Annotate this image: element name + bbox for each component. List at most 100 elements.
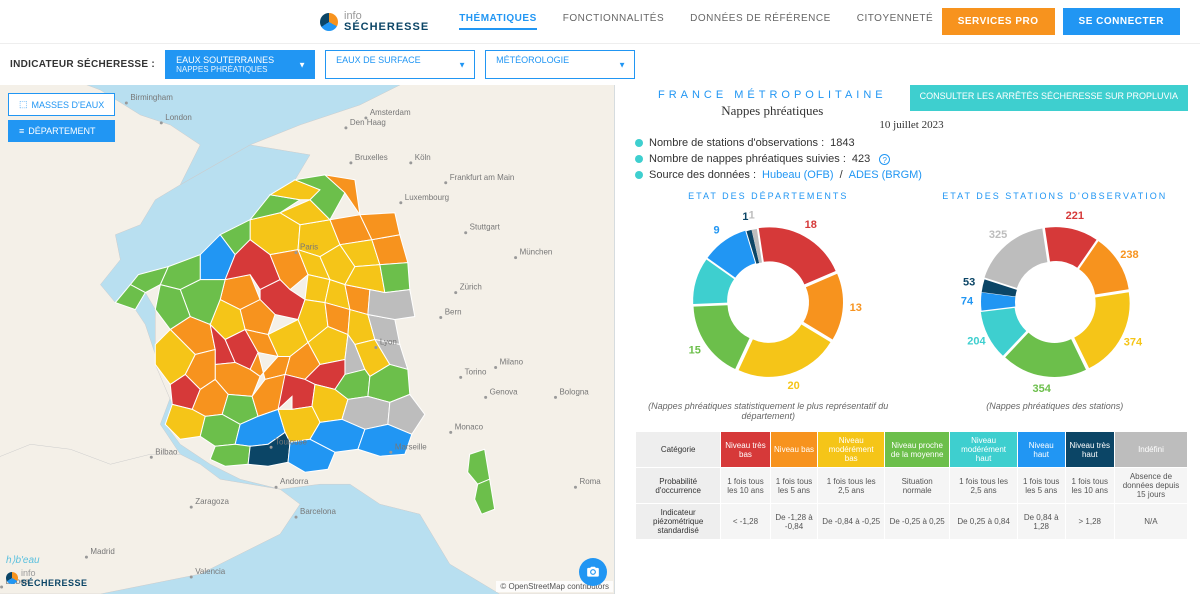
legend-cell: > 1,28 bbox=[1065, 504, 1114, 540]
legend-table: CatégorieNiveau très basNiveau basNiveau… bbox=[635, 431, 1188, 540]
legend-header: Indéfini bbox=[1114, 432, 1187, 468]
city-label: Monaco bbox=[455, 422, 484, 431]
donut-value-label: 325 bbox=[989, 229, 1007, 241]
nav-item-données-de-référence[interactable]: DONNÉES DE RÉFÉRENCE bbox=[690, 13, 831, 30]
donut-slice[interactable] bbox=[694, 305, 750, 369]
hubeau-link[interactable]: Hubeau (OFB) bbox=[762, 169, 834, 181]
masses-eaux-button[interactable]: ⬚ MASSES D'EAUX bbox=[8, 93, 115, 116]
ades-link[interactable]: ADES (BRGM) bbox=[849, 169, 922, 181]
nav-item-thématiques[interactable]: THÉMATIQUES bbox=[459, 13, 537, 30]
filter-bar: INDICATEUR SÉCHERESSE : EAUX SOUTERRAINE… bbox=[0, 44, 1200, 85]
city-label: Barcelona bbox=[300, 507, 336, 516]
stats-panel: CONSULTER LES ARRÊTÉS SÉCHERESSE SUR PRO… bbox=[615, 85, 1200, 594]
help-icon[interactable]: ? bbox=[879, 154, 890, 165]
city-label: Bologna bbox=[560, 387, 590, 396]
donut-value-label: 354 bbox=[1032, 383, 1051, 395]
legend-cell: Situation normale bbox=[884, 468, 949, 504]
logo-bot: SÉCHERESSE bbox=[344, 22, 429, 33]
city-label: Torino bbox=[465, 367, 487, 376]
propluvia-button[interactable]: CONSULTER LES ARRÊTÉS SÉCHERESSE SUR PRO… bbox=[910, 85, 1188, 111]
city-label: Madrid bbox=[90, 547, 114, 556]
legend-cell: De 0,25 à 0,84 bbox=[950, 504, 1017, 540]
map-panel[interactable]: ⬚ MASSES D'EAUX ≡ DÉPARTEMENT LondonPari… bbox=[0, 85, 615, 594]
header-actions: SERVICES PRO SE CONNECTER bbox=[942, 8, 1180, 35]
donut-value-label: 204 bbox=[967, 336, 986, 348]
filter-dropdown-0[interactable]: EAUX SOUTERRAINESNAPPES PHRÉATIQUES bbox=[165, 50, 315, 79]
logo[interactable]: info SÉCHERESSE bbox=[320, 11, 429, 33]
legend-cell: 1 fois tous les 10 ans bbox=[721, 468, 770, 504]
donut-slice[interactable] bbox=[739, 325, 831, 377]
donut-slice[interactable] bbox=[759, 227, 836, 284]
donut-slice[interactable] bbox=[1074, 292, 1129, 368]
department-region[interactable] bbox=[368, 290, 415, 320]
legend-header: Niveau proche de la moyenne bbox=[884, 432, 949, 468]
donut-value-label: 374 bbox=[1124, 337, 1143, 349]
legend-cell: 1 fois tous les 2,5 ans bbox=[818, 468, 885, 504]
layers-icon: ≡ bbox=[19, 126, 24, 136]
header: info SÉCHERESSE THÉMATIQUES FONCTIONNALIT… bbox=[0, 0, 1200, 44]
city-label: Roma bbox=[579, 477, 601, 486]
donut-value-label: 1 bbox=[743, 211, 749, 223]
legend-header: Niveau modérément bas bbox=[818, 432, 885, 468]
france-map[interactable]: LondonParisBruxellesLuxembourgBernFrankf… bbox=[0, 85, 615, 594]
main-content: ⬚ MASSES D'EAUX ≡ DÉPARTEMENT LondonPari… bbox=[0, 85, 1200, 594]
dept-chart-box: ETAT DES DÉPARTEMENTS 18132015911 (Nappe… bbox=[635, 191, 902, 421]
legend-cell: Absence de données depuis 15 jours bbox=[1114, 468, 1187, 504]
donut-value-label: 74 bbox=[961, 295, 974, 307]
stations-chart-caption: (Nappes phréatiques des stations) bbox=[922, 401, 1189, 411]
screenshot-button[interactable] bbox=[579, 558, 607, 586]
city-label: Genova bbox=[490, 387, 518, 396]
city-label: Bruxelles bbox=[355, 153, 388, 162]
legend-header: Niveau haut bbox=[1017, 432, 1065, 468]
city-label: Toulouse bbox=[275, 437, 307, 446]
city-label: Zaragoza bbox=[195, 497, 229, 506]
city-label: Bern bbox=[445, 308, 462, 317]
donut-value-label: 20 bbox=[788, 380, 800, 392]
nav-item-citoyenneté[interactable]: CITOYENNETÉ bbox=[857, 13, 933, 30]
city-label: Zürich bbox=[460, 283, 482, 292]
legend-cell: 1 fois tous les 5 ans bbox=[1017, 468, 1065, 504]
info-stations: Nombre de stations d'observations : 1843 bbox=[635, 137, 1188, 149]
city-label: London bbox=[165, 113, 192, 122]
department-region[interactable] bbox=[380, 263, 410, 293]
info-source: Source des données : Hubeau (OFB) / ADES… bbox=[635, 169, 1188, 181]
camera-icon bbox=[586, 565, 600, 579]
logo-icon bbox=[320, 13, 338, 31]
donut-value-label: 9 bbox=[714, 225, 720, 237]
city-label: Andorra bbox=[280, 477, 309, 486]
donut-value-label: 15 bbox=[689, 345, 701, 357]
donut-value-label: 18 bbox=[805, 219, 817, 231]
donut-value-label: 53 bbox=[963, 276, 975, 288]
dept-chart-caption: (Nappes phréatiques statistiquement le p… bbox=[635, 401, 902, 421]
donut-value-label: 238 bbox=[1120, 249, 1138, 261]
login-button[interactable]: SE CONNECTER bbox=[1063, 8, 1180, 35]
filter-dropdown-1[interactable]: EAUX DE SURFACE bbox=[325, 50, 475, 79]
city-label: München bbox=[520, 248, 553, 257]
info-source-label: Source des données : bbox=[649, 169, 756, 181]
legend-header: Niveau bas bbox=[770, 432, 818, 468]
city-label: Milano bbox=[500, 357, 524, 366]
services-pro-button[interactable]: SERVICES PRO bbox=[942, 8, 1055, 35]
stats-date: 10 juillet 2023 bbox=[635, 119, 1188, 131]
city-label: Marseille bbox=[395, 442, 427, 451]
masses-eaux-label: MASSES D'EAUX bbox=[32, 100, 105, 110]
filter-label: INDICATEUR SÉCHERESSE : bbox=[10, 59, 155, 70]
filter-dropdown-2[interactable]: MÉTÉOROLOGIE bbox=[485, 50, 635, 79]
departement-button[interactable]: ≡ DÉPARTEMENT bbox=[8, 120, 115, 142]
legend-header: Niveau modérément haut bbox=[950, 432, 1017, 468]
city-label: Bilbao bbox=[155, 447, 178, 456]
main-nav: THÉMATIQUES FONCTIONNALITÉS DONNÉES DE RÉF… bbox=[459, 13, 933, 30]
info-nappes: Nombre de nappes phréatiques suivies : 4… bbox=[635, 153, 1188, 165]
dept-donut: 18132015911 bbox=[635, 207, 902, 397]
city-label: Stuttgart bbox=[470, 223, 501, 232]
city-label: Frankfurt am Main bbox=[450, 173, 515, 182]
legend-cell: N/A bbox=[1114, 504, 1187, 540]
legend-cell: De -0,25 à 0,25 bbox=[884, 504, 949, 540]
nav-item-fonctionnalités[interactable]: FONCTIONNALITÉS bbox=[563, 13, 664, 30]
city-label: Luxembourg bbox=[405, 193, 449, 202]
legend-cell: De -1,28 à -0,84 bbox=[770, 504, 818, 540]
city-label: Birmingham bbox=[130, 93, 173, 102]
city-label: Lyon bbox=[380, 337, 397, 346]
info-stations-value: 1843 bbox=[830, 137, 854, 149]
bullet-icon bbox=[635, 155, 643, 163]
